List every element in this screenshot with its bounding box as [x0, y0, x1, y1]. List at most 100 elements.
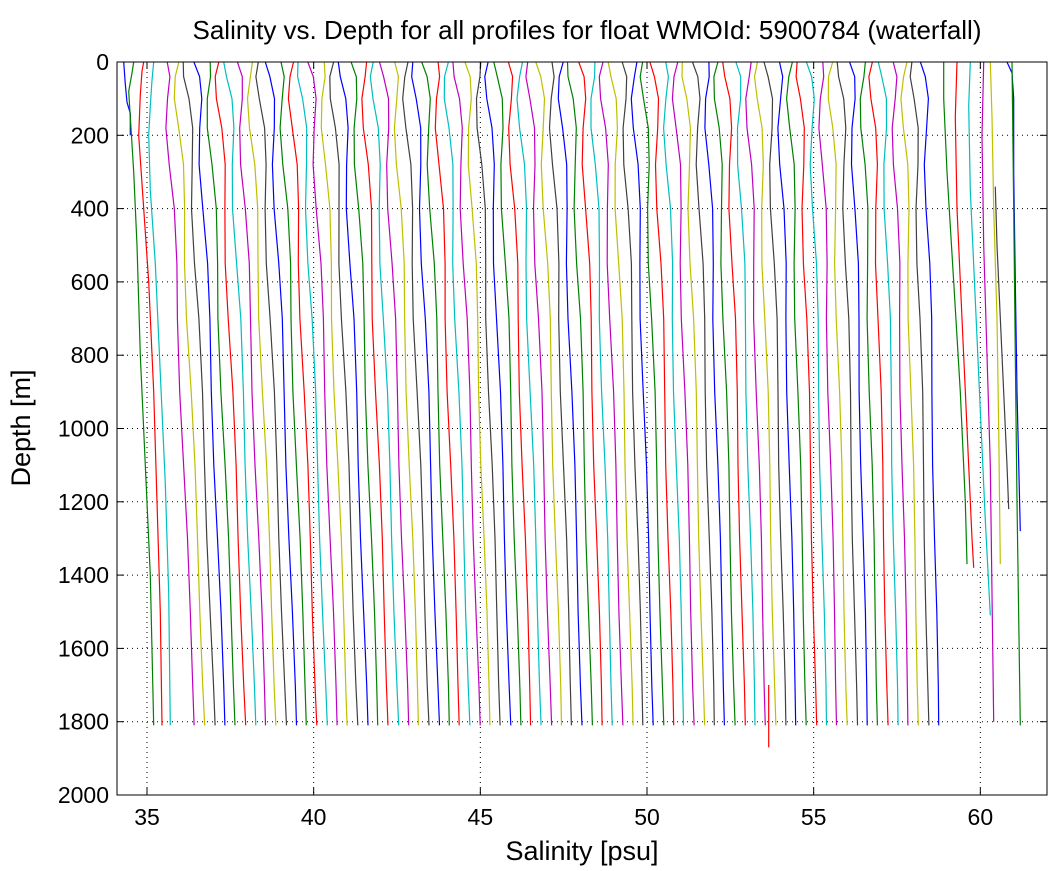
profile-line-46 [598, 61, 624, 726]
profile-line-75 [900, 61, 919, 726]
profile-line-70 [849, 61, 868, 726]
profile-line-56 [704, 61, 725, 726]
profile-line-83 [994, 186, 1010, 510]
y-tick-label: 200 [71, 122, 109, 148]
profile-line-4 [165, 61, 195, 726]
profile-line-20 [329, 61, 359, 726]
profile-line-24 [369, 61, 400, 726]
profile-line-69 [836, 61, 859, 726]
profile-line-84 [1006, 61, 1021, 532]
profile-line-7 [193, 61, 226, 726]
y-tick-label: 400 [71, 196, 109, 222]
profile-line-65 [795, 61, 818, 726]
profile-line-81 [981, 61, 995, 722]
profile-line-57 [713, 61, 736, 726]
profile-line-35 [484, 61, 512, 726]
profile-line-44 [578, 61, 603, 726]
profile-line-25 [378, 61, 410, 726]
profile-line-3 [148, 61, 171, 726]
profile-line-39 [525, 61, 553, 726]
profile-line-79 [954, 61, 975, 568]
profile-line-32 [452, 61, 481, 726]
x-tick-label: 35 [134, 804, 160, 830]
profile-line-74 [891, 61, 909, 726]
profile-line-19 [320, 61, 348, 726]
x-tick-label: 50 [634, 804, 660, 830]
profile-line-13 [255, 61, 288, 726]
profile-line-1 [128, 61, 155, 726]
profile-line-17 [296, 61, 328, 726]
profile-line-72 [868, 61, 889, 726]
profile-line-41 [548, 61, 572, 726]
y-axis-label: Depth [m] [6, 369, 36, 486]
profile-line-77 [919, 61, 940, 726]
plot-area [123, 61, 1021, 748]
profile-line-73 [877, 61, 899, 726]
profile-line-71 [859, 61, 878, 726]
profile-line-59 [735, 61, 756, 726]
profile-line-33 [464, 61, 491, 726]
profile-line-31 [443, 61, 471, 726]
profile-line-36 [493, 61, 522, 726]
profile-line-52 [662, 61, 685, 726]
profile-line-43 [566, 61, 593, 726]
profile-line-48 [621, 61, 644, 726]
profile-line-50 [639, 61, 665, 726]
profile-line-34 [475, 61, 501, 726]
profile-line-22 [350, 61, 379, 726]
profile-line-80 [968, 61, 991, 616]
x-tick-label: 60 [968, 804, 994, 830]
profile-line-30 [434, 61, 460, 726]
profile-line-54 [681, 61, 706, 726]
axis-ticks: 35 40 45 50 55 600200400600800100012001400160… [58, 49, 1047, 830]
y-tick-label: 1400 [58, 562, 109, 588]
profile-line-8 [206, 61, 236, 726]
profile-line-27 [402, 61, 430, 726]
y-tick-label: 1800 [58, 709, 109, 735]
profile-line-47 [607, 61, 634, 726]
x-tick-label: 40 [301, 804, 327, 830]
profile-line-21 [337, 61, 369, 726]
x-tick-label: 45 [468, 804, 494, 830]
y-tick-label: 600 [71, 269, 109, 295]
profile-line-9 [214, 61, 247, 726]
y-tick-label: 1600 [58, 635, 109, 661]
profile-line-58 [722, 61, 746, 726]
profile-line-78 [943, 62, 968, 565]
profile-line-67 [818, 61, 838, 726]
y-tick-label: 2000 [58, 782, 109, 808]
chart-title: Salinity vs. Depth for all profiles for … [193, 15, 982, 45]
y-tick-label: 0 [96, 49, 109, 75]
y-tick-label: 1000 [58, 416, 109, 442]
profile-line-66 [805, 61, 828, 726]
y-tick-label: 800 [71, 342, 109, 368]
profile-line-23 [361, 61, 389, 726]
profile-line-45 [590, 61, 613, 726]
profile-line-12 [246, 61, 277, 726]
profile-line-2 [138, 61, 163, 726]
profile-line-14 [264, 61, 298, 726]
profile-line-60 [745, 61, 766, 726]
profile-line-11 [236, 61, 267, 726]
profile-line-38 [516, 61, 542, 726]
profile-line-6 [182, 61, 216, 726]
profile-line-63 [777, 61, 797, 726]
profile-line-61 [753, 61, 777, 726]
profile-line-15 [279, 61, 307, 726]
profile-line-16 [287, 61, 318, 726]
profile-line-40 [535, 61, 563, 726]
profile-line-51 [649, 61, 675, 726]
profile-line-76 [909, 61, 930, 726]
profile-line-55 [691, 61, 715, 726]
profile-line-26 [393, 61, 419, 726]
profile-line-10 [223, 61, 257, 726]
profile-line-62 [763, 61, 787, 726]
profile-line-64 [785, 61, 807, 726]
profile-line-42 [557, 61, 583, 726]
profile-line-49 [630, 61, 654, 726]
profile-line-5 [173, 61, 206, 726]
profile-line-85 [1011, 61, 1021, 726]
y-tick-label: 1200 [58, 489, 109, 515]
profile-line-18 [307, 61, 338, 726]
